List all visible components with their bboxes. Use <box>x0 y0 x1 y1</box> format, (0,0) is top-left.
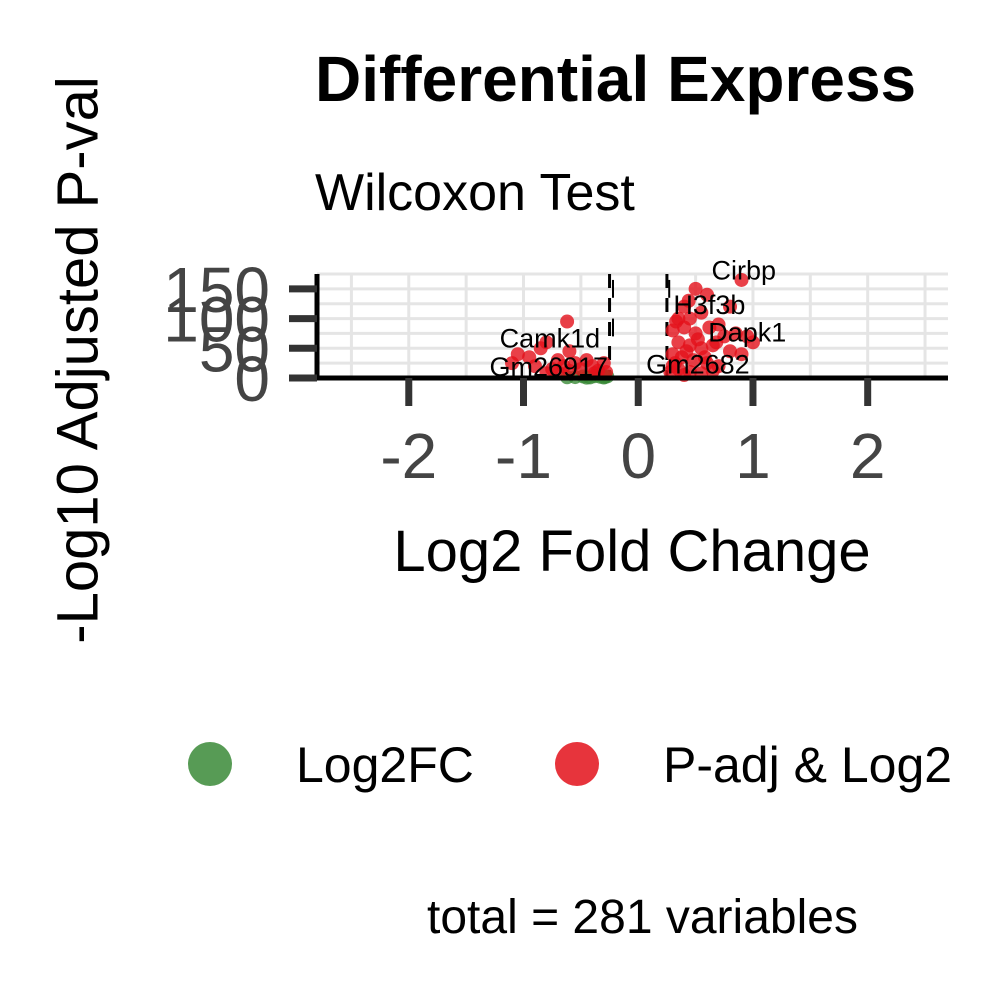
legend-label-padj-log2: P-adj & Log2 <box>663 737 953 793</box>
point-padj-log2 <box>728 326 743 341</box>
point-padj-log2 <box>734 347 749 362</box>
chart-caption: total = 281 variables <box>427 891 858 944</box>
point-padj-log2 <box>560 314 575 329</box>
gene-label: Camk1d <box>500 323 601 353</box>
gene-label: Gm2682 <box>646 350 750 380</box>
point-padj-log2 <box>681 293 696 308</box>
y-tick-label: 0 <box>234 343 270 415</box>
point-padj-log2 <box>709 335 724 350</box>
point-padj-log2 <box>697 350 712 365</box>
point-padj-log2 <box>690 332 705 347</box>
gene-label: H3f3b <box>673 290 745 320</box>
point-padj-log2 <box>705 363 720 378</box>
y-tick-label: 150 <box>163 254 270 326</box>
chart-subtitle: Wilcoxon Test <box>315 164 635 222</box>
point-padj-log2 <box>745 335 760 350</box>
gene-label: Dapk1 <box>708 318 786 348</box>
point-padj-log2 <box>700 287 715 302</box>
point-padj-log2 <box>688 281 703 296</box>
x-tick-label: -1 <box>495 420 552 492</box>
legend-swatch-padj-log2 <box>555 742 599 786</box>
x-tick-label: -2 <box>380 420 437 492</box>
legend-label-log2fc: Log2FC <box>296 737 474 793</box>
point-padj-log2 <box>533 341 548 356</box>
point-padj-log2 <box>527 359 542 374</box>
y-tick-label: 50 <box>199 313 270 385</box>
x-tick-label: 0 <box>620 420 656 492</box>
point-padj-log2 <box>667 356 682 371</box>
x-tick-label: 2 <box>850 420 886 492</box>
point-padj-log2 <box>556 359 571 374</box>
point-padj-log2 <box>671 335 686 350</box>
x-tick-label: 1 <box>735 420 771 492</box>
chart-title: Differential Express <box>315 43 917 115</box>
plot-panel <box>317 274 948 378</box>
point-padj-log2 <box>694 305 709 320</box>
point-padj-log2 <box>723 344 738 359</box>
point-padj-log2 <box>669 314 684 329</box>
x-axis-label: Log2 Fold Change <box>393 519 871 584</box>
point-padj-log2 <box>545 362 560 377</box>
point-padj-log2 <box>702 320 717 335</box>
y-axis-label: -Log10 Adjusted P-val <box>45 76 111 644</box>
point-padj-log2 <box>562 344 577 359</box>
legend-swatch-log2fc <box>188 742 232 786</box>
point-padj-log2 <box>679 344 694 359</box>
y-tick-label: 100 <box>163 284 270 356</box>
gene-label: Cirbp <box>712 256 777 286</box>
point-padj-log2 <box>505 356 520 371</box>
point-padj-log2 <box>734 272 749 287</box>
point-padj-log2 <box>723 299 738 314</box>
